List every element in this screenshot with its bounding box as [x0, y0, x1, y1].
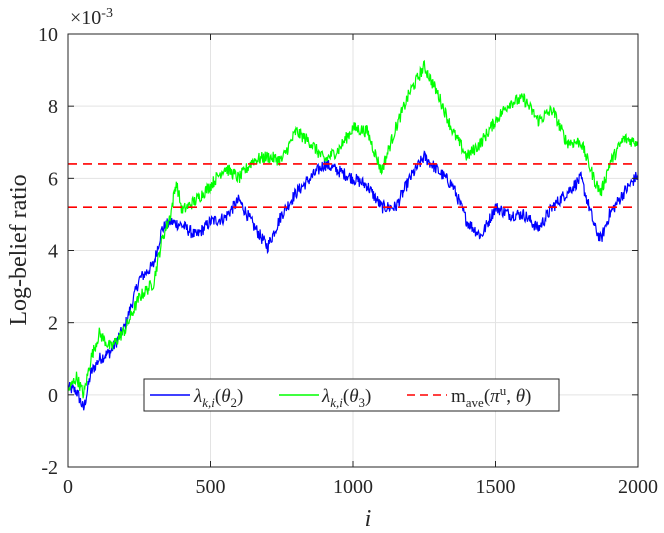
- y-tick-label: 10: [38, 24, 58, 46]
- x-tick-label: 1000: [333, 476, 373, 498]
- series-line-1: [67, 59, 639, 399]
- y-axis-label: Log-belief ratio: [6, 174, 32, 325]
- legend-box: [143, 378, 560, 412]
- y-tick-label: 8: [48, 96, 58, 118]
- legend-label-m-ave: mave(πu, θ): [451, 383, 531, 410]
- x-tick-label: 2000: [618, 476, 658, 498]
- y-exponent-label: ×10-3: [70, 6, 113, 29]
- legend-label-lambda-theta2: λk,i(θ2): [193, 386, 243, 410]
- x-tick-label: 1500: [476, 476, 516, 498]
- x-tick-label: 0: [63, 476, 73, 498]
- legend-label-lambda-theta3: λk,i(θ3): [321, 386, 371, 410]
- plot-lines: [67, 59, 639, 411]
- y-tick-label: 2: [48, 313, 58, 335]
- x-axis-label: i: [365, 506, 372, 532]
- y-tick-label: -2: [41, 457, 58, 479]
- y-exponent-power: -3: [101, 6, 113, 21]
- y-tick-label: 6: [48, 168, 58, 190]
- y-tick-label: 4: [48, 241, 58, 263]
- y-tick-label: 0: [48, 385, 58, 407]
- series-line-0: [67, 150, 639, 411]
- x-tick-label: 500: [196, 476, 226, 498]
- legend: λk,i(θ2) λk,i(θ3) mave(πu, θ): [143, 378, 560, 412]
